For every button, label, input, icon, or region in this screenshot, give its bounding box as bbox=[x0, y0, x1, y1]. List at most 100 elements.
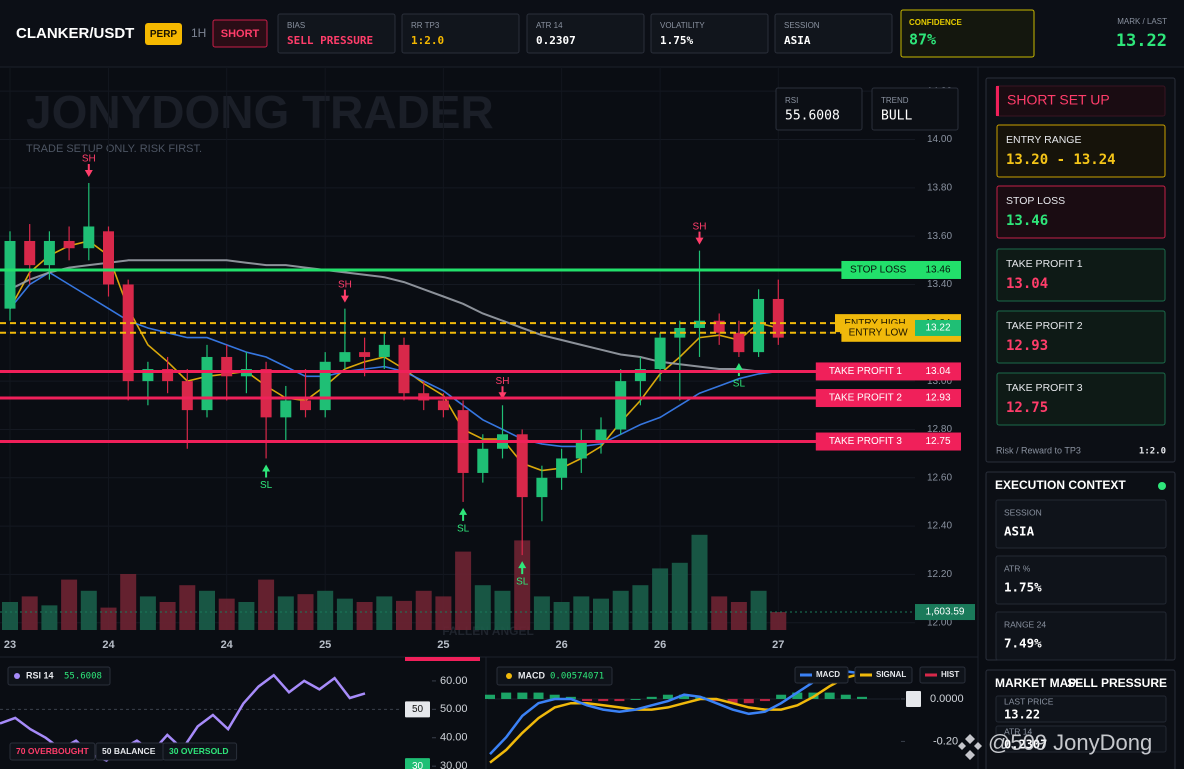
macd-title: MACD bbox=[518, 670, 545, 680]
legend-box bbox=[919, 666, 966, 684]
volume-bar bbox=[415, 590, 432, 630]
context-value: 7.49% bbox=[1004, 636, 1042, 651]
context-label: RANGE 24 bbox=[1004, 619, 1046, 629]
histogram-bar bbox=[598, 698, 609, 702]
y-tick-label: 13.00 bbox=[927, 376, 952, 387]
badge bbox=[145, 23, 182, 45]
last-price: 13.22 bbox=[925, 323, 950, 334]
candle-body bbox=[753, 298, 765, 353]
candle-body bbox=[122, 284, 134, 382]
info-box bbox=[871, 87, 959, 131]
status-dot bbox=[1158, 482, 1166, 490]
volume-bar bbox=[671, 562, 688, 630]
volume-bar bbox=[317, 590, 334, 630]
market-label: LAST PRICE bbox=[1004, 696, 1054, 706]
level-value: 12.93 bbox=[925, 393, 950, 404]
candle-body bbox=[694, 320, 705, 328]
info-label: RSI bbox=[785, 96, 798, 105]
volume-bar bbox=[474, 585, 491, 630]
histogram-bar bbox=[662, 694, 673, 699]
level-box bbox=[405, 701, 430, 718]
rsi-header bbox=[7, 666, 111, 686]
level-legend-label: 30 OVERSOLD bbox=[169, 746, 229, 756]
info-box bbox=[775, 87, 863, 131]
mark-value: 13.22 bbox=[1116, 31, 1167, 51]
setup-card bbox=[996, 248, 1166, 302]
swing-label: SH bbox=[693, 221, 707, 232]
level-tag bbox=[841, 323, 915, 342]
volume-bar bbox=[435, 596, 452, 630]
candle-body bbox=[595, 429, 607, 442]
stat-value: 1:2.0 bbox=[411, 34, 444, 47]
market-value: 13.22 bbox=[1004, 708, 1040, 722]
volume-bar bbox=[770, 612, 787, 630]
volume-bar bbox=[356, 602, 373, 630]
candle-body bbox=[378, 344, 390, 357]
context-label: ATR % bbox=[1004, 563, 1031, 573]
volume-bar bbox=[80, 590, 97, 630]
side-text: SHORT bbox=[221, 28, 260, 40]
rsi-value: 55.6008 bbox=[64, 672, 102, 682]
candle-body bbox=[83, 226, 95, 249]
stat-box bbox=[277, 13, 396, 54]
candle-body bbox=[201, 356, 213, 411]
swing-arrow bbox=[340, 289, 349, 303]
swing-label: SL bbox=[457, 524, 470, 535]
volume-bar bbox=[533, 596, 550, 630]
volume-last-label: 1,603.59 bbox=[926, 607, 965, 618]
side-badge bbox=[212, 19, 268, 48]
context-value: ASIA bbox=[1004, 524, 1035, 539]
rsi-dot bbox=[14, 673, 20, 679]
candle-body bbox=[24, 240, 36, 266]
histogram-bar bbox=[857, 696, 867, 699]
confidence-label: CONFIDENCE bbox=[909, 18, 963, 27]
volume-bar bbox=[612, 590, 629, 630]
volume-bar bbox=[730, 602, 747, 630]
candle-body bbox=[103, 231, 114, 285]
histogram-bar bbox=[840, 694, 851, 699]
candle-body bbox=[339, 352, 351, 362]
swing-label: SH bbox=[338, 279, 352, 290]
level-tag bbox=[841, 260, 915, 279]
stat-value: SELL PRESSURE bbox=[287, 34, 373, 47]
card-label: TAKE PROFIT 3 bbox=[1006, 382, 1083, 394]
confidence-box bbox=[900, 9, 1035, 58]
level-legend-label: 70 OVERBOUGHT bbox=[16, 746, 90, 756]
candle-body bbox=[556, 458, 568, 478]
candle-body bbox=[536, 477, 548, 498]
macd-header bbox=[496, 666, 613, 686]
volume-bar bbox=[632, 585, 649, 630]
level-tag bbox=[815, 389, 915, 408]
volume-bar bbox=[258, 579, 275, 630]
badge-text: PERP bbox=[150, 29, 178, 40]
volume-bar bbox=[494, 590, 511, 630]
candle-body bbox=[319, 361, 331, 411]
volume-bar bbox=[593, 598, 609, 630]
card-value: 13.20 - 13.24 bbox=[1006, 152, 1116, 168]
card-value: 12.93 bbox=[1006, 338, 1048, 354]
stat-value: 1.75% bbox=[660, 34, 693, 47]
histogram-bar bbox=[485, 694, 495, 699]
volume-bar bbox=[336, 598, 353, 630]
moving-average bbox=[9, 240, 779, 472]
footer-watermark: @509 JonyDong bbox=[988, 730, 1152, 755]
candle-body bbox=[181, 381, 193, 411]
swing-arrow bbox=[262, 464, 271, 478]
card-value: 13.04 bbox=[1006, 276, 1048, 292]
rsi-title: RSI 14 bbox=[26, 670, 54, 680]
swing-label: SH bbox=[82, 154, 96, 165]
level-legend bbox=[9, 742, 96, 761]
candle-body bbox=[634, 369, 646, 382]
volume-bar bbox=[711, 596, 728, 630]
x-tick-label: 27 bbox=[772, 639, 784, 651]
y-tick-label: 12.00 bbox=[927, 617, 952, 628]
setup-title: SHORT SET UP bbox=[1007, 92, 1110, 108]
x-tick-label: 25 bbox=[437, 639, 449, 651]
swing-arrow bbox=[734, 362, 743, 376]
timeframe: 1H bbox=[191, 26, 206, 40]
y-tick-label: 0.0000 bbox=[930, 693, 964, 705]
volume-bar bbox=[139, 596, 156, 630]
context-card bbox=[995, 611, 1167, 661]
volume-bar bbox=[455, 551, 472, 630]
level-value: 13.46 bbox=[925, 265, 950, 276]
